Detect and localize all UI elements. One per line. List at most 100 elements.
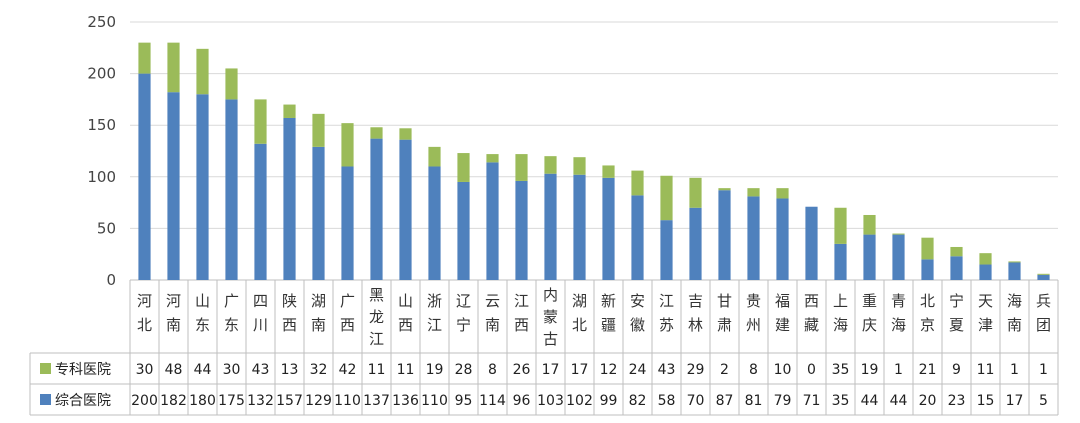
table-value: 29 [687, 362, 705, 378]
bar-specialty-hospital [660, 175, 673, 221]
category-label: 云南 [485, 292, 500, 334]
table-value: 8 [749, 362, 758, 378]
legend-swatch [40, 394, 51, 405]
table-value: 26 [513, 362, 531, 378]
category-label: 湖北 [572, 292, 587, 334]
category-label: 西藏 [804, 292, 819, 334]
table-value: 136 [392, 393, 419, 409]
table-value: 182 [160, 393, 187, 409]
table-value: 11 [977, 362, 995, 378]
category-label: 浙江 [427, 292, 442, 334]
category-label: 河南 [166, 292, 181, 334]
bar-specialty-hospital [370, 127, 383, 139]
bar-specialty-hospital [312, 113, 325, 147]
bar-specialty-hospital [950, 246, 963, 257]
y-tick-label: 100 [87, 168, 116, 186]
bar-specialty-hospital [399, 128, 412, 140]
table-value: 175 [218, 393, 245, 409]
category-label: 兵团 [1036, 292, 1051, 334]
table-value: 157 [276, 393, 303, 409]
y-tick-label: 0 [106, 271, 116, 289]
bar-general-hospital [312, 146, 325, 280]
bar-specialty-hospital [602, 165, 615, 178]
table-value: 102 [566, 393, 593, 409]
bar-general-hospital [979, 264, 992, 280]
table-value: 103 [537, 393, 564, 409]
bar-general-hospital [370, 138, 383, 280]
category-label: 福建 [775, 292, 790, 334]
data-table: 河北河南山东广东四川陕西湖南广西黑龙江山西浙江辽宁云南江西内蒙古湖北新疆安徽江苏… [29, 280, 1059, 416]
bar-general-hospital [689, 207, 702, 280]
bar-specialty-hospital [747, 188, 760, 197]
bar-general-hospital [138, 73, 151, 280]
bar-specialty-hospital [486, 154, 499, 163]
y-tick-label: 50 [97, 219, 116, 237]
table-value: 110 [421, 393, 448, 409]
table-value: 200 [131, 393, 158, 409]
bar-specialty-hospital [196, 48, 209, 95]
bar-general-hospital [950, 256, 963, 280]
table-value: 30 [136, 362, 154, 378]
category-label: 山西 [398, 292, 413, 334]
bar-general-hospital [660, 220, 673, 280]
y-tick-label: 200 [87, 65, 116, 83]
table-value: 42 [339, 362, 357, 378]
table-value: 17 [571, 362, 589, 378]
table-value: 71 [803, 393, 821, 409]
table-value: 1 [1010, 362, 1019, 378]
category-label: 青海 [891, 292, 906, 334]
bar-general-hospital [167, 92, 180, 281]
category-label: 贵州 [746, 292, 761, 334]
table-value: 2 [720, 362, 729, 378]
category-label: 河北 [137, 292, 152, 334]
category-label: 江苏 [659, 292, 674, 334]
table-value: 79 [774, 393, 792, 409]
table-value: 43 [252, 362, 270, 378]
category-label: 广东 [224, 292, 239, 334]
bar-general-hospital [631, 195, 644, 280]
table-value: 95 [455, 393, 473, 409]
bar-general-hospital [399, 139, 412, 280]
category-label: 安徽 [630, 292, 645, 334]
bar-general-hospital [428, 166, 441, 280]
category-label: 天津 [978, 292, 993, 334]
category-label: 江西 [514, 292, 529, 334]
bar-general-hospital [776, 198, 789, 280]
table-value: 15 [977, 393, 995, 409]
table-value: 129 [305, 393, 332, 409]
bar-specialty-hospital [718, 188, 731, 191]
table-value: 8 [488, 362, 497, 378]
table-value: 137 [363, 393, 390, 409]
table-value: 0 [807, 362, 816, 378]
legend-swatch [40, 363, 51, 374]
bar-general-hospital [457, 181, 470, 280]
table-value: 35 [832, 362, 850, 378]
legend-label: 综合医院 [55, 393, 111, 409]
bar-general-hospital [254, 143, 267, 280]
category-label: 湖南 [311, 292, 326, 334]
table-value: 11 [368, 362, 386, 378]
bar-general-hospital [1037, 274, 1050, 280]
table-value: 180 [189, 393, 216, 409]
bar-specialty-hospital [1008, 261, 1021, 263]
bar-general-hospital [1008, 262, 1021, 280]
category-label: 新疆 [601, 292, 616, 334]
table-value: 30 [223, 362, 241, 378]
bar-specialty-hospital [283, 104, 296, 118]
legend-label: 专科医院 [55, 362, 111, 378]
bar-general-hospital [573, 174, 586, 280]
bar-general-hospital [747, 196, 760, 280]
category-label: 辽宁 [456, 292, 471, 334]
table-value: 58 [658, 393, 676, 409]
bar-specialty-hospital [979, 253, 992, 265]
table-value: 23 [948, 393, 966, 409]
y-tick-label: 150 [87, 116, 116, 134]
table-value: 44 [194, 362, 212, 378]
table-value: 13 [281, 362, 299, 378]
table-value: 19 [861, 362, 879, 378]
bar-general-hospital [892, 234, 905, 280]
category-label: 海南 [1007, 292, 1022, 334]
bar-general-hospital [805, 206, 818, 280]
table-value: 12 [600, 362, 618, 378]
bar-general-hospital [602, 177, 615, 280]
